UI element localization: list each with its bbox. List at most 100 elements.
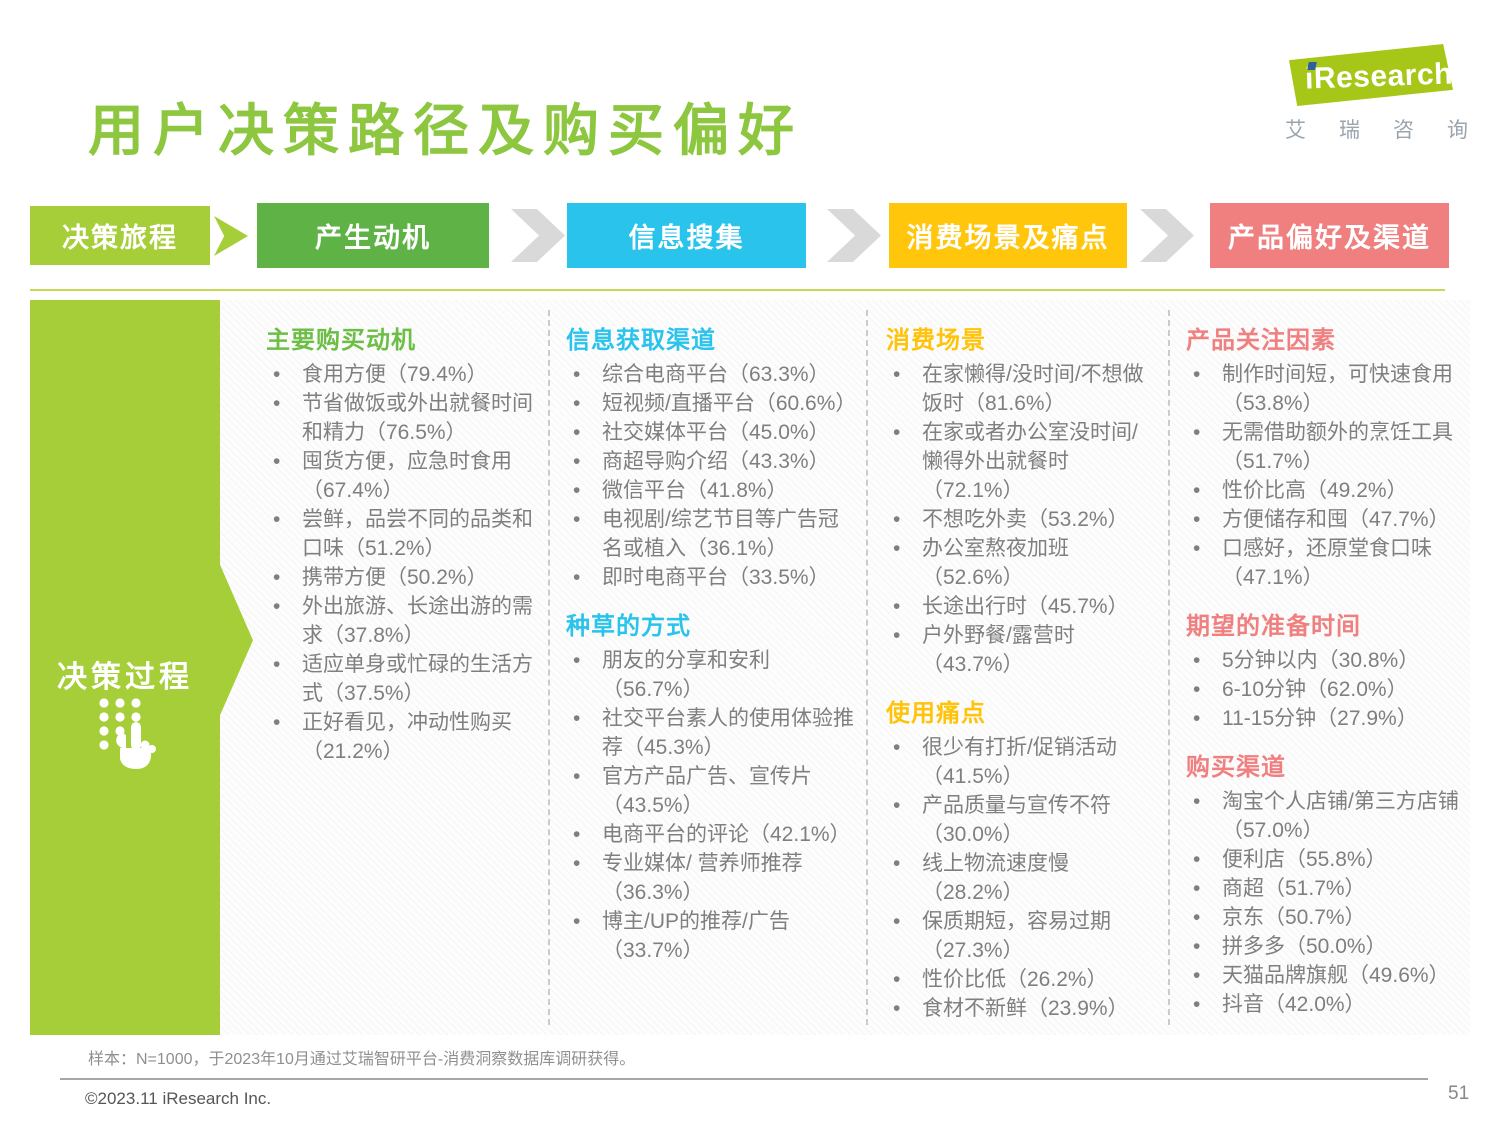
- list-item: 拼多多（50.0%）: [1186, 932, 1478, 961]
- section-list: 综合电商平台（63.3%）短视频/直播平台（60.6%）社交媒体平台（45.0%…: [566, 360, 856, 592]
- list-item: 性价比高（49.2%）: [1186, 476, 1478, 505]
- section-heading: 使用痛点: [886, 700, 986, 727]
- list-item: 携带方便（50.2%）: [266, 563, 540, 592]
- column-motivation: 主要购买动机 食用方便（79.4%）节省做饭或外出就餐时间和精力（76.5%）囤…: [266, 320, 540, 780]
- list-item: 综合电商平台（63.3%）: [566, 360, 854, 389]
- section: 种草的方式 朋友的分享和安利（56.7%）社交平台素人的使用体验推荐（45.3%…: [566, 606, 854, 965]
- section-list: 在家懒得/没时间/不想做饭时（81.6%）在家或者办公室没时间/懒得外出就餐时（…: [886, 360, 1158, 679]
- decision-flow-bar: 决策旅程 产生动机 信息搜集 消费场景及痛点 产品偏好及渠道: [30, 203, 1470, 268]
- stage-motivation: 产生动机: [257, 203, 489, 268]
- chevron-right-icon: [827, 209, 881, 262]
- list-item: 抖音（42.0%）: [1186, 990, 1478, 1019]
- section-heading: 主要购买动机: [266, 327, 416, 354]
- logo-chinese-text: 艾瑞咨询: [1285, 119, 1500, 142]
- list-item: 产品质量与宣传不符（30.0%）: [886, 791, 1158, 849]
- stage-label: 信息搜集: [628, 223, 745, 253]
- page-title: 用户决策路径及购买偏好: [88, 99, 803, 162]
- section-heading: 购买渠道: [1186, 754, 1286, 781]
- list-item: 户外野餐/露营时（43.7%）: [886, 621, 1158, 679]
- list-item: 保质期短，容易过期（27.3%）: [886, 907, 1158, 965]
- stage-label: 消费场景及痛点: [906, 223, 1110, 253]
- section: 主要购买动机 食用方便（79.4%）节省做饭或外出就餐时间和精力（76.5%）囤…: [266, 320, 540, 766]
- section-heading: 产品关注因素: [1186, 327, 1336, 354]
- list-item: 性价比低（26.2%）: [886, 965, 1158, 994]
- section-heading: 种草的方式: [566, 613, 691, 640]
- list-item: 正好看见，冲动性购买（21.2%）: [266, 708, 540, 766]
- list-item: 专业媒体/ 营养师推荐（36.3%）: [566, 849, 854, 907]
- stage-label: 产品偏好及渠道: [1228, 223, 1431, 253]
- list-item: 在家懒得/没时间/不想做饭时（81.6%）: [886, 360, 1158, 418]
- list-item: 无需借助额外的烹饪工具（51.7%）: [1186, 418, 1478, 476]
- list-item: 淘宝个人店铺/第三方店铺（57.0%）: [1186, 787, 1478, 845]
- list-item: 很少有打折/促销活动（41.5%）: [886, 733, 1158, 791]
- list-item: 外出旅游、长途出游的需求（37.8%）: [266, 592, 540, 650]
- section: 信息获取渠道 综合电商平台（63.3%）短视频/直播平台（60.6%）社交媒体平…: [566, 320, 856, 592]
- list-item: 适应单身或忙碌的生活方式（37.5%）: [266, 650, 540, 708]
- list-item: 囤货方便，应急时食用（67.4%）: [266, 447, 540, 505]
- chevron-right-icon: [511, 209, 565, 262]
- section-heading: 信息获取渠道: [566, 327, 716, 354]
- list-item: 不想吃外卖（53.2%）: [886, 505, 1158, 534]
- list-item: 食材不新鲜（23.9%）: [886, 994, 1158, 1023]
- section: 期望的准备时间 5分钟以内（30.8%）6-10分钟（62.0%）11-15分钟…: [1186, 606, 1478, 733]
- list-item: 办公室熬夜加班（52.6%）: [886, 534, 1158, 592]
- list-item: 长途出行时（45.7%）: [886, 592, 1158, 621]
- list-item: 电视剧/综艺节目等广告冠名或植入（36.1%）: [566, 505, 854, 563]
- copyright-text: ©2023.11 iResearch Inc.: [85, 1089, 272, 1108]
- list-item: 商超导购介绍（43.3%）: [566, 447, 854, 476]
- list-item: 节省做饭或外出就餐时间和精力（76.5%）: [266, 389, 540, 447]
- section-heading: 期望的准备时间: [1186, 613, 1361, 640]
- section: 消费场景 在家懒得/没时间/不想做饭时（81.6%）在家或者办公室没时间/懒得外…: [886, 320, 1158, 679]
- list-item: 博主/UP的推荐/广告（33.7%）: [566, 907, 854, 965]
- column-divider: [548, 310, 550, 1025]
- list-item: 天猫品牌旗舰（49.6%）: [1186, 961, 1478, 990]
- section: 购买渠道 淘宝个人店铺/第三方店铺（57.0%）便利店（55.8%）商超（51.…: [1186, 747, 1478, 1019]
- journey-label-box: 决策旅程: [30, 206, 210, 265]
- chevron-right-icon: [1140, 209, 1194, 262]
- section-list: 5分钟以内（30.8%）6-10分钟（62.0%）11-15分钟（27.9%）: [1186, 646, 1478, 733]
- list-item: 微信平台（41.8%）: [566, 476, 854, 505]
- section-heading: 消费场景: [886, 327, 986, 354]
- section: 产品关注因素 制作时间短，可快速食用（53.8%）无需借助额外的烹饪工具（51.…: [1186, 320, 1478, 592]
- list-item: 6-10分钟（62.0%）: [1186, 675, 1478, 704]
- list-item: 即时电商平台（33.5%）: [566, 563, 854, 592]
- column-divider: [1168, 310, 1170, 1025]
- list-item: 口感好，还原堂食口味（47.1%）: [1186, 534, 1478, 592]
- sample-footnote: 样本：N=1000，于2023年10月通过艾瑞智研平台-消费洞察数据库调研获得。: [88, 1051, 636, 1068]
- column-scenario-painpoint: 消费场景 在家懒得/没时间/不想做饭时（81.6%）在家或者办公室没时间/懒得外…: [886, 320, 1158, 1037]
- column-information: 信息获取渠道 综合电商平台（63.3%）短视频/直播平台（60.6%）社交媒体平…: [566, 320, 856, 979]
- list-item: 官方产品广告、宣传片（43.5%）: [566, 762, 854, 820]
- column-divider: [866, 310, 868, 1025]
- list-item: 社交媒体平台（45.0%）: [566, 418, 854, 447]
- list-item: 商超（51.7%）: [1186, 874, 1478, 903]
- section-list: 淘宝个人店铺/第三方店铺（57.0%）便利店（55.8%）商超（51.7%）京东…: [1186, 787, 1478, 1019]
- stage-preference-channel: 产品偏好及渠道: [1210, 203, 1449, 268]
- list-item: 5分钟以内（30.8%）: [1186, 646, 1478, 675]
- content-panel: 决策过程 主要购买动机 食用方便（79.4%）节省做饭或外出就餐时间和精力（76…: [30, 300, 1470, 1035]
- list-item: 电商平台的评论（42.1%）: [566, 820, 854, 849]
- section-list: 食用方便（79.4%）节省做饭或外出就餐时间和精力（76.5%）囤货方便，应急时…: [266, 360, 540, 766]
- list-item: 短视频/直播平台（60.6%）: [566, 389, 856, 418]
- list-item: 在家或者办公室没时间/懒得外出就餐时（72.1%）: [886, 418, 1158, 505]
- section-list: 制作时间短，可快速食用（53.8%）无需借助额外的烹饪工具（51.7%）性价比高…: [1186, 360, 1478, 592]
- divider-line: [30, 289, 1445, 291]
- section: 使用痛点 很少有打折/促销活动（41.5%）产品质量与宣传不符（30.0%）线上…: [886, 693, 1158, 1023]
- list-item: 方便储存和囤（47.7%）: [1186, 505, 1478, 534]
- column-preference-channel: 产品关注因素 制作时间短，可快速食用（53.8%）无需借助额外的烹饪工具（51.…: [1186, 320, 1478, 1033]
- list-item: 京东（50.7%）: [1186, 903, 1478, 932]
- section-list: 朋友的分享和安利（56.7%）社交平台素人的使用体验推荐（45.3%）官方产品广…: [566, 646, 854, 965]
- section-list: 很少有打折/促销活动（41.5%）产品质量与宣传不符（30.0%）线上物流速度慢…: [886, 733, 1158, 1023]
- footer-divider: [60, 1078, 1428, 1080]
- stage-information: 信息搜集: [567, 203, 806, 268]
- tap-hand-icon: [99, 698, 156, 769]
- list-item: 食用方便（79.4%）: [266, 360, 540, 389]
- decision-process-label: 决策过程: [57, 661, 193, 694]
- journey-label: 决策旅程: [62, 223, 178, 253]
- chevron-right-icon: [214, 216, 248, 256]
- stage-label: 产生动机: [315, 223, 431, 253]
- logo-i-dot: [1307, 62, 1317, 70]
- list-item: 便利店（55.8%）: [1186, 845, 1478, 874]
- list-item: 11-15分钟（27.9%）: [1186, 704, 1478, 733]
- list-item: 尝鲜，品尝不同的品类和口味（51.2%）: [266, 505, 540, 563]
- list-item: 线上物流速度慢（28.2%）: [886, 849, 1158, 907]
